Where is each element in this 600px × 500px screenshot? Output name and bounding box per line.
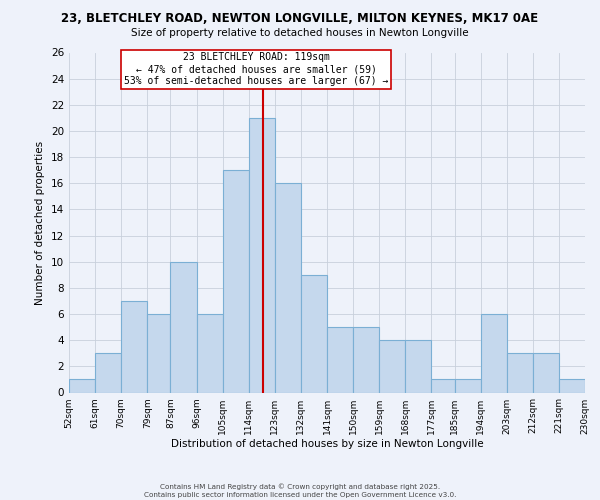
Bar (405, 340, 431, 392)
Bar (223, 170, 249, 392)
Bar (507, 354, 533, 393)
Bar (379, 340, 405, 392)
Bar (95, 354, 121, 393)
Bar (170, 262, 197, 392)
Bar (533, 354, 559, 393)
Bar (121, 301, 147, 392)
Bar (301, 275, 327, 392)
Bar (353, 327, 379, 392)
Bar (197, 314, 223, 392)
Bar (431, 380, 455, 392)
X-axis label: Distribution of detached houses by size in Newton Longville: Distribution of detached houses by size … (170, 440, 484, 450)
Text: Contains HM Land Registry data © Crown copyright and database right 2025.
Contai: Contains HM Land Registry data © Crown c… (144, 484, 456, 498)
Bar (559, 380, 585, 392)
Bar (481, 314, 507, 392)
Text: 23, BLETCHLEY ROAD, NEWTON LONGVILLE, MILTON KEYNES, MK17 0AE: 23, BLETCHLEY ROAD, NEWTON LONGVILLE, MI… (61, 12, 539, 26)
Bar (275, 184, 301, 392)
Bar (249, 118, 275, 392)
Bar (455, 380, 481, 392)
Text: 23 BLETCHLEY ROAD: 119sqm
← 47% of detached houses are smaller (59)
53% of semi-: 23 BLETCHLEY ROAD: 119sqm ← 47% of detac… (124, 52, 388, 86)
Bar (69, 380, 95, 392)
Text: Size of property relative to detached houses in Newton Longville: Size of property relative to detached ho… (131, 28, 469, 38)
Y-axis label: Number of detached properties: Number of detached properties (35, 140, 46, 304)
Bar (327, 327, 353, 392)
Bar (147, 314, 170, 392)
